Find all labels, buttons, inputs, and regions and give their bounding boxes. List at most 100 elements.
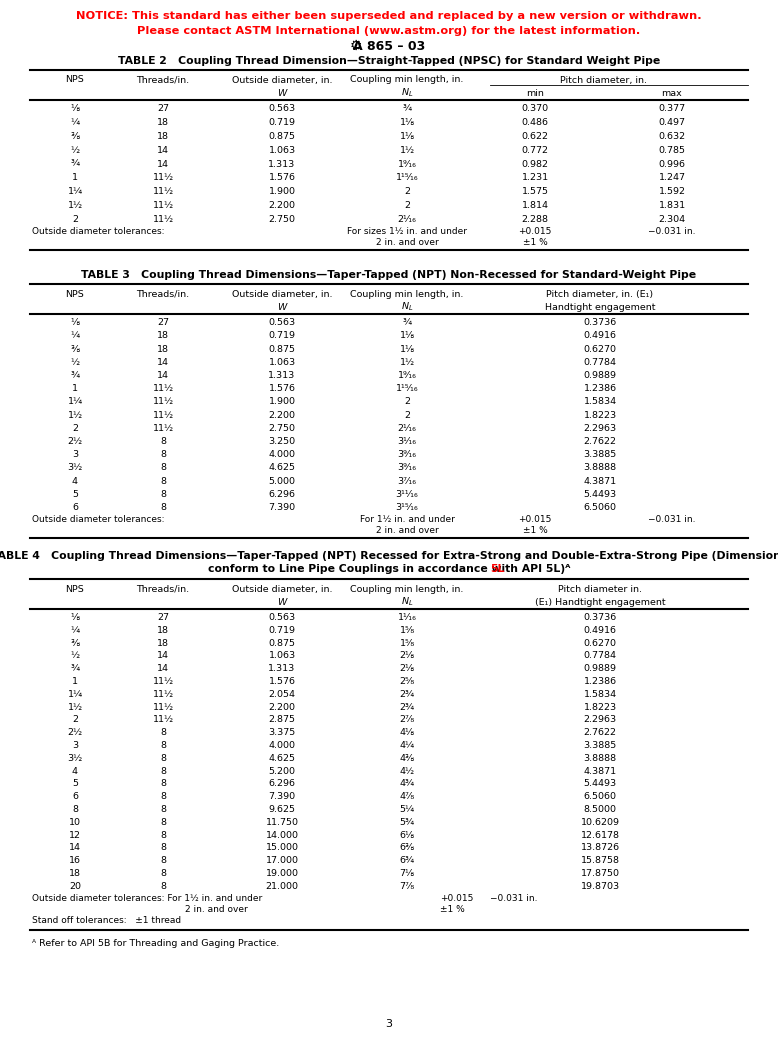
Text: 4¼: 4¼ bbox=[399, 741, 415, 750]
Text: 1⁵⁄₈: 1⁵⁄₈ bbox=[399, 638, 415, 648]
Text: 0.719: 0.719 bbox=[268, 331, 296, 340]
Text: 2½: 2½ bbox=[68, 437, 82, 447]
Text: 2 in. and over: 2 in. and over bbox=[185, 906, 247, 914]
Text: 1.5834: 1.5834 bbox=[584, 398, 616, 406]
Text: Threads/in.: Threads/in. bbox=[136, 289, 190, 299]
Text: 14: 14 bbox=[157, 652, 169, 660]
Text: 6.5060: 6.5060 bbox=[584, 792, 616, 802]
Text: 1.592: 1.592 bbox=[658, 187, 685, 197]
Text: 14: 14 bbox=[157, 664, 169, 674]
Text: ¾: ¾ bbox=[71, 159, 79, 169]
Text: 1⅛: 1⅛ bbox=[399, 345, 415, 354]
Text: 18: 18 bbox=[157, 626, 169, 635]
Text: 4⁷⁄₈: 4⁷⁄₈ bbox=[399, 792, 415, 802]
Text: ⅛: ⅛ bbox=[71, 319, 79, 327]
Text: 14: 14 bbox=[157, 146, 169, 155]
Text: −0.031 in.: −0.031 in. bbox=[648, 514, 696, 524]
Text: 6: 6 bbox=[72, 503, 78, 512]
Text: Outside diameter tolerances:: Outside diameter tolerances: bbox=[32, 227, 164, 235]
Text: $N_L$: $N_L$ bbox=[401, 86, 413, 99]
Text: 7⁷⁄₈: 7⁷⁄₈ bbox=[399, 882, 415, 891]
Text: Stand off tolerances:   ±1 thread: Stand off tolerances: ±1 thread bbox=[32, 916, 181, 925]
Text: A 865 – 03: A 865 – 03 bbox=[353, 40, 425, 52]
Text: 5L: 5L bbox=[489, 564, 504, 575]
Text: 0.7784: 0.7784 bbox=[584, 652, 616, 660]
Text: 0.497: 0.497 bbox=[658, 119, 685, 127]
Text: 6.5060: 6.5060 bbox=[584, 503, 616, 512]
Text: 11½: 11½ bbox=[152, 715, 173, 725]
Text: ±1 %: ±1 % bbox=[523, 237, 548, 247]
Text: 4.3871: 4.3871 bbox=[584, 766, 616, 776]
Text: 11½: 11½ bbox=[152, 384, 173, 393]
Text: 20: 20 bbox=[69, 882, 81, 891]
Text: 1.313: 1.313 bbox=[268, 371, 296, 380]
Text: 9.625: 9.625 bbox=[268, 805, 296, 814]
Text: 8: 8 bbox=[160, 805, 166, 814]
Text: 17.8750: 17.8750 bbox=[580, 869, 619, 878]
Text: 0.563: 0.563 bbox=[268, 613, 296, 623]
Text: 2.2963: 2.2963 bbox=[584, 715, 616, 725]
Text: Pitch diameter, in. (E₁): Pitch diameter, in. (E₁) bbox=[546, 289, 654, 299]
Text: 0.719: 0.719 bbox=[268, 119, 296, 127]
Text: 1½: 1½ bbox=[399, 146, 415, 155]
Text: 2: 2 bbox=[404, 187, 410, 197]
Text: ¼: ¼ bbox=[71, 626, 79, 635]
Text: 2 in. and over: 2 in. and over bbox=[376, 237, 438, 247]
Text: conform to Line Pipe Couplings in accordance with API 5L)ᴬ: conform to Line Pipe Couplings in accord… bbox=[208, 564, 570, 575]
Text: 3.375: 3.375 bbox=[268, 729, 296, 737]
Text: 1⅛: 1⅛ bbox=[399, 132, 415, 142]
Text: 11½: 11½ bbox=[152, 174, 173, 182]
Text: ½: ½ bbox=[71, 358, 79, 366]
Text: 4½: 4½ bbox=[399, 766, 415, 776]
Text: 11½: 11½ bbox=[152, 424, 173, 433]
Text: 5.200: 5.200 bbox=[268, 766, 296, 776]
Text: 8: 8 bbox=[160, 463, 166, 473]
Text: 8: 8 bbox=[160, 741, 166, 750]
Text: 2 in. and over: 2 in. and over bbox=[376, 526, 438, 535]
Text: 11½: 11½ bbox=[152, 187, 173, 197]
Text: 1.5834: 1.5834 bbox=[584, 690, 616, 699]
Text: Handtight engagement: Handtight engagement bbox=[545, 303, 655, 311]
Text: 8: 8 bbox=[160, 754, 166, 763]
Text: 6⅜: 6⅜ bbox=[399, 843, 415, 853]
Text: 2: 2 bbox=[72, 424, 78, 433]
Text: 14: 14 bbox=[157, 371, 169, 380]
Text: 5: 5 bbox=[72, 780, 78, 788]
Text: Outside diameter tolerances: For 1½ in. and under: Outside diameter tolerances: For 1½ in. … bbox=[32, 894, 262, 904]
Text: 14.000: 14.000 bbox=[265, 831, 299, 840]
Text: 16: 16 bbox=[69, 856, 81, 865]
Text: 1.831: 1.831 bbox=[658, 201, 685, 210]
Text: 19.000: 19.000 bbox=[265, 869, 299, 878]
Text: 1.063: 1.063 bbox=[268, 358, 296, 366]
Text: 2: 2 bbox=[72, 214, 78, 224]
Text: 2¹⁄₁₆: 2¹⁄₁₆ bbox=[398, 214, 416, 224]
Text: 11½: 11½ bbox=[152, 690, 173, 699]
Text: ⅛: ⅛ bbox=[71, 104, 79, 113]
Text: 1¹⁄₁₆: 1¹⁄₁₆ bbox=[398, 613, 416, 623]
Text: NOTICE: This standard has either been superseded and replaced by a new version o: NOTICE: This standard has either been su… bbox=[76, 11, 702, 21]
Text: 0.6270: 0.6270 bbox=[584, 345, 616, 354]
Text: 3.250: 3.250 bbox=[268, 437, 296, 447]
Text: ᴬ Refer to API 5B for Threading and Gaging Practice.: ᴬ Refer to API 5B for Threading and Gagi… bbox=[32, 939, 279, 948]
Text: 1½: 1½ bbox=[68, 411, 82, 420]
Text: 8: 8 bbox=[160, 437, 166, 447]
Text: 8: 8 bbox=[160, 856, 166, 865]
Text: 2½: 2½ bbox=[68, 729, 82, 737]
Text: 1.313: 1.313 bbox=[268, 664, 296, 674]
Text: 2¾: 2¾ bbox=[399, 703, 415, 712]
Text: 2.2963: 2.2963 bbox=[584, 424, 616, 433]
Text: 2⁵⁄₈: 2⁵⁄₈ bbox=[399, 677, 415, 686]
Text: 5.4493: 5.4493 bbox=[584, 490, 616, 499]
Text: 0.9889: 0.9889 bbox=[584, 371, 616, 380]
Text: 8: 8 bbox=[160, 503, 166, 512]
Text: max: max bbox=[661, 88, 682, 98]
Text: 8: 8 bbox=[160, 792, 166, 802]
Text: 1.313: 1.313 bbox=[268, 159, 296, 169]
Text: 0.3736: 0.3736 bbox=[584, 613, 617, 623]
Text: ⅜: ⅜ bbox=[70, 345, 79, 354]
Text: 2.054: 2.054 bbox=[268, 690, 296, 699]
Text: 1.576: 1.576 bbox=[268, 677, 296, 686]
Text: 2.7622: 2.7622 bbox=[584, 729, 616, 737]
Text: 1½: 1½ bbox=[399, 358, 415, 366]
Text: 0.4916: 0.4916 bbox=[584, 331, 616, 340]
